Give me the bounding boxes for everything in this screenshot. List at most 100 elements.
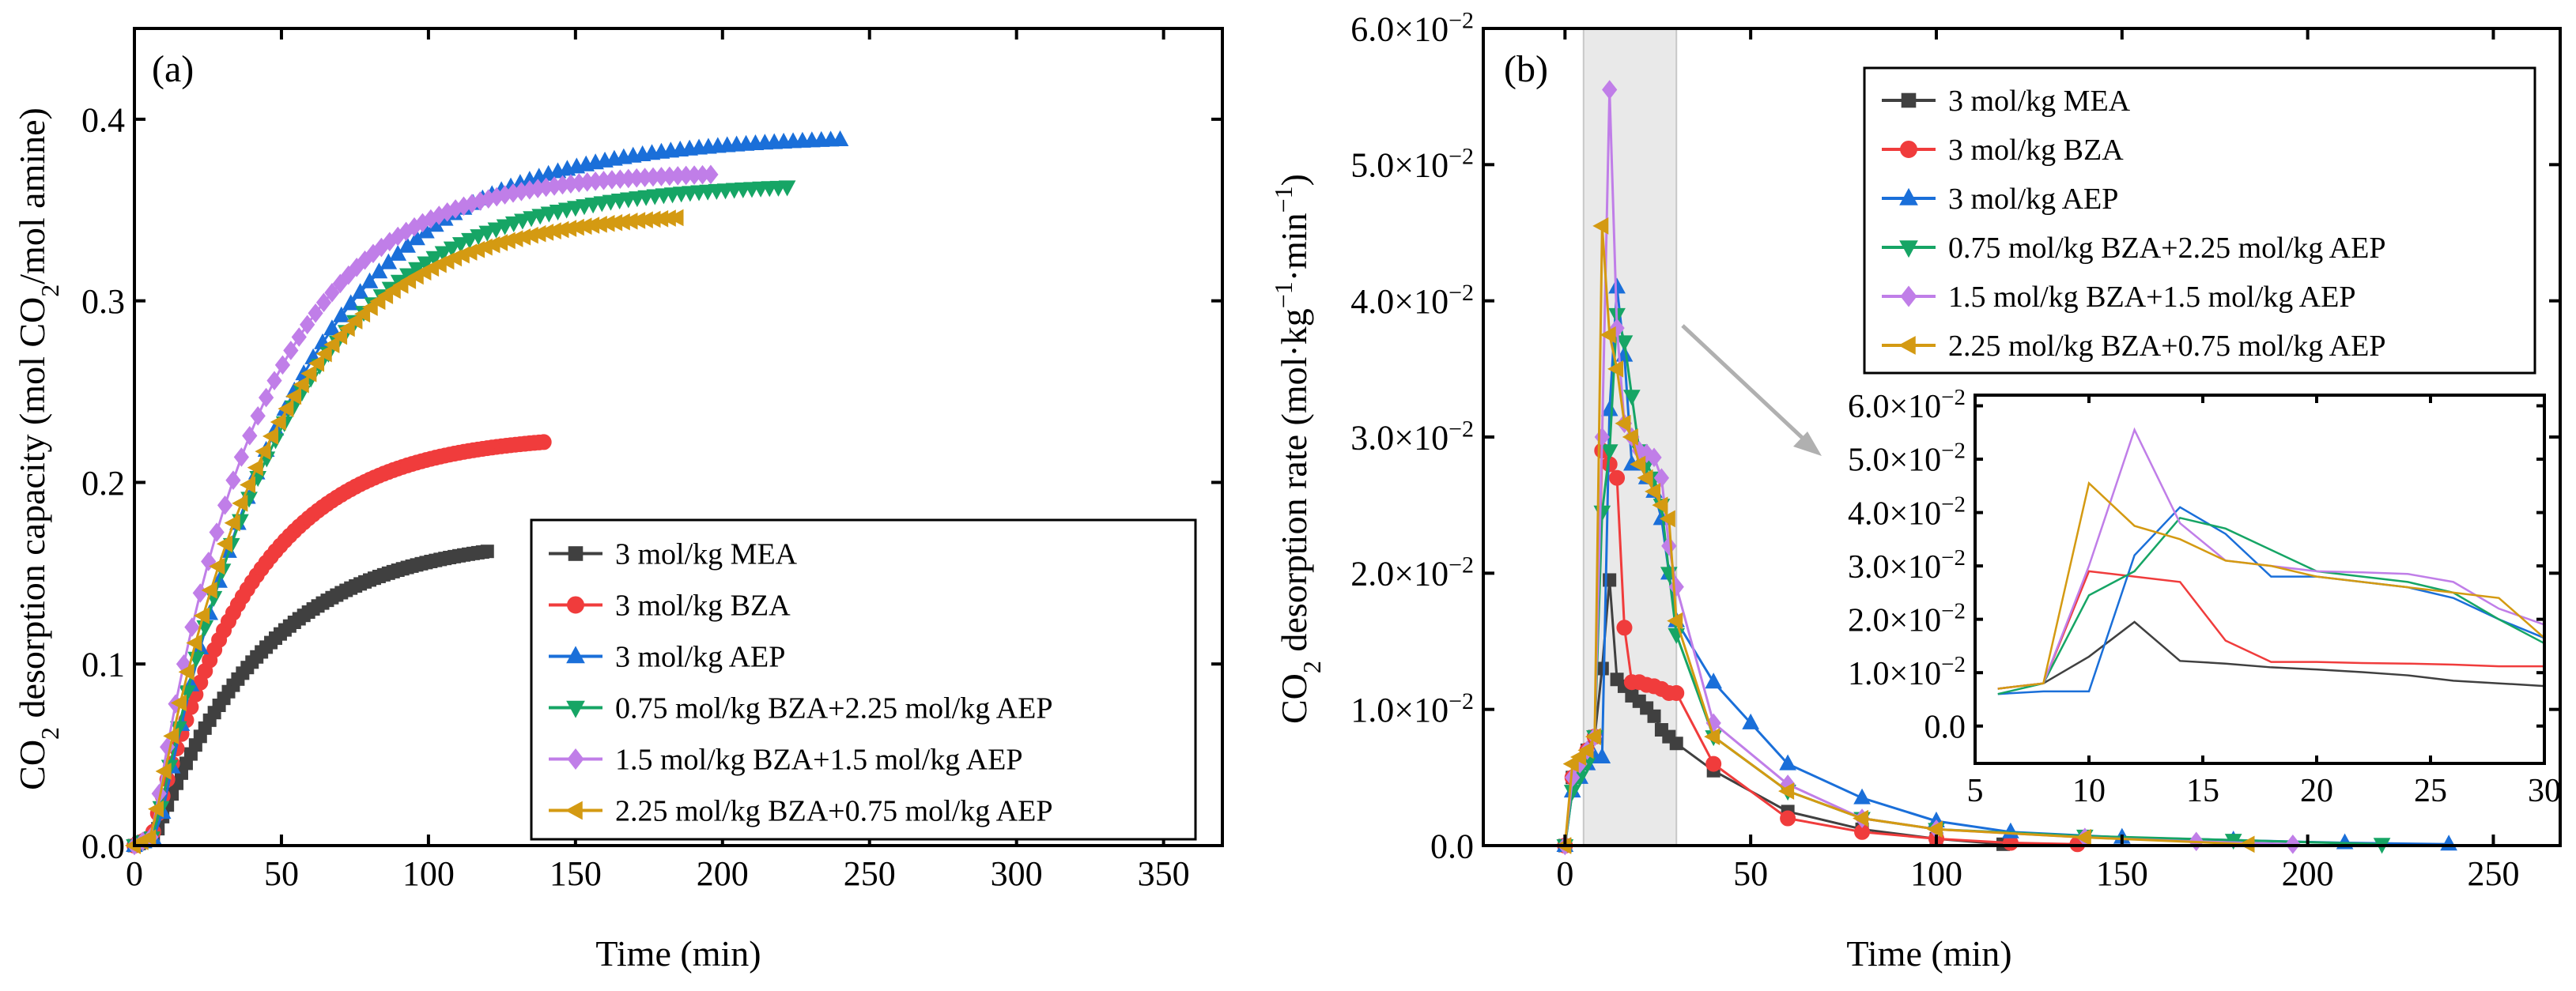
data-point [232, 494, 248, 512]
b-legend-marker [1900, 285, 1917, 307]
data-point [324, 283, 340, 303]
data-point [667, 209, 684, 227]
inset-series-5 [1997, 481, 2545, 690]
inset-series-line [1997, 620, 2545, 690]
data-point [266, 371, 282, 390]
data-point [308, 303, 323, 323]
a-y-tick-label: 0.3 [81, 282, 125, 321]
b-y-tick-label: 6.0×10−2 [1350, 7, 1474, 49]
chart-b-axes: 0 50 100 150 200 250 0.0 1.0×10−2 2.0×10−2 3.0×10… [1350, 7, 2562, 893]
data-point [293, 375, 309, 394]
a-y-tick-label: 0.0 [81, 827, 125, 865]
data-point [1780, 810, 1796, 827]
data-point [1585, 728, 1601, 745]
b-x-tick-label: 200 [2282, 854, 2334, 893]
data-point [242, 426, 258, 446]
chart-b-series [1555, 80, 2457, 856]
data-point [1630, 455, 1646, 473]
data-point [1668, 684, 1685, 701]
data-point [1667, 612, 1683, 630]
data-point [1562, 755, 1579, 773]
data-point [1637, 469, 1653, 487]
data-point [1652, 496, 1668, 514]
data-point [1623, 390, 1641, 406]
data-point [1577, 741, 1594, 759]
data-point [1646, 447, 1662, 468]
inset-series-0 [1997, 620, 2545, 690]
data-point [1852, 809, 1869, 827]
b-legend-box [1863, 66, 2536, 375]
data-point [1779, 754, 1796, 771]
data-point [487, 222, 505, 239]
data-point [1659, 510, 1675, 528]
data-point [209, 522, 225, 542]
data-point [1704, 728, 1720, 745]
b-legend-marker [1901, 92, 1917, 108]
data-point [285, 387, 302, 405]
data-point [425, 251, 444, 267]
data-point [443, 241, 461, 258]
b-legend-label: 3 mol/kg BZA [1948, 134, 2124, 167]
data-point [291, 327, 307, 347]
inset-y-tick-label: 1.0×10−2 [1848, 652, 1966, 692]
a-legend-label: 1.5 mol/kg BZA+1.5 mol/kg AEP [615, 744, 1022, 777]
a-legend-label: 3 mol/kg MEA [615, 538, 798, 571]
data-point [224, 514, 240, 532]
data-point [1600, 444, 1618, 461]
data-point [496, 219, 514, 236]
a-x-tick-label: 200 [697, 854, 749, 893]
data-point [342, 294, 360, 311]
data-point [703, 164, 719, 185]
data-point [258, 387, 274, 408]
data-point [255, 443, 271, 461]
data-point [480, 544, 494, 559]
inset-series-line [1997, 570, 2544, 690]
b-x-tick-label: 100 [1910, 854, 1962, 893]
data-point [315, 292, 332, 313]
data-point [323, 319, 341, 336]
inset-y-tick-label: 0.0 [1924, 709, 1966, 745]
data-point [354, 305, 371, 323]
inset-y-tick-label: 5.0×10−2 [1848, 439, 1966, 479]
a-x-tick-label: 300 [991, 854, 1043, 893]
chart-a: (a) Time (min) CO2 desorption capacity (… [12, 27, 1224, 974]
data-point [283, 341, 299, 360]
data-point [1615, 335, 1634, 352]
chart-b-x-title: Time (min) [1846, 933, 2011, 974]
data-point [1647, 709, 1661, 723]
data-point [233, 447, 250, 467]
b-y-tick-label: 0.0 [1430, 827, 1474, 865]
inset-x-tick-label: 5 [1967, 773, 1984, 809]
data-point [434, 246, 452, 262]
data-point [147, 800, 164, 818]
a-legend-marker [566, 700, 585, 718]
data-point [451, 237, 470, 254]
data-point [1926, 820, 1943, 838]
chart-a-x-title: Time (min) [595, 933, 761, 974]
zoom-arrow-line [1681, 324, 1811, 446]
a-legend-marker [567, 748, 584, 770]
b-y-tick-label: 2.0×10−2 [1350, 552, 1474, 593]
data-point [370, 262, 388, 279]
inset-series-line [1997, 481, 2545, 690]
data-point [380, 253, 398, 269]
a-legend-marker [565, 801, 583, 820]
data-point [250, 405, 266, 426]
data-point [1644, 483, 1661, 500]
data-point [186, 634, 202, 652]
b-y-tick-label: 1.0×10−2 [1350, 688, 1474, 730]
a-legend-marker [567, 596, 584, 614]
data-point [1616, 620, 1633, 636]
data-point [535, 434, 552, 450]
chart-a-axes: 0 50 100 150 200 250 300 350 0.0 0.1 0.2 0.3 0.4 [81, 27, 1224, 893]
data-point [331, 327, 348, 345]
a-x-tick-label: 100 [402, 854, 455, 893]
inset-y-tick-label: 2.0×10−2 [1848, 598, 1966, 639]
b-legend-marker [1899, 240, 1918, 258]
panel-b-label: (b) [1504, 48, 1548, 90]
data-point [1661, 536, 1677, 556]
data-point [193, 607, 210, 624]
b-x-tick-label: 150 [2096, 854, 2148, 893]
series-4 [127, 164, 719, 856]
